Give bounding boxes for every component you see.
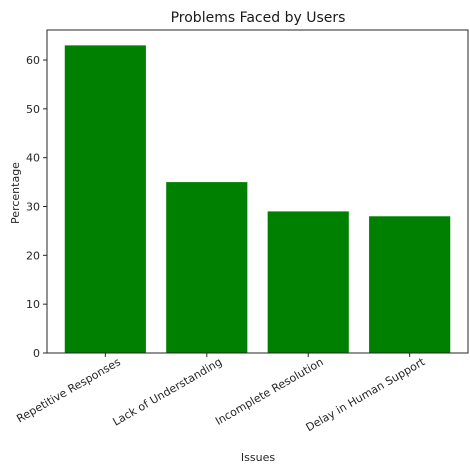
bar-delay-in-human-support <box>369 216 451 353</box>
bar-repetitive-responses <box>64 45 146 353</box>
x-tick-label: Lack of Understanding <box>110 355 224 428</box>
y-tick-label: 30 <box>26 201 40 214</box>
plot-frame <box>46 29 469 354</box>
y-tick-label: 0 <box>33 347 40 360</box>
y-tick-label: 10 <box>26 298 40 311</box>
y-tick-label: 40 <box>26 152 40 165</box>
y-tick-label: 60 <box>26 54 40 67</box>
x-tick-label: Repetitive Responses <box>14 355 123 425</box>
y-tick-label: 50 <box>26 103 40 116</box>
chart-title: Problems Faced by Users <box>171 10 346 26</box>
bar-incomplete-resolution <box>267 211 349 353</box>
y-tick-label: 20 <box>26 249 40 262</box>
y-axis-title: Percentage <box>9 162 22 224</box>
x-axis-title: Issues <box>241 451 275 464</box>
bar-lack-of-understanding <box>166 182 248 353</box>
x-tick-label: Incomplete Resolution <box>213 355 326 428</box>
